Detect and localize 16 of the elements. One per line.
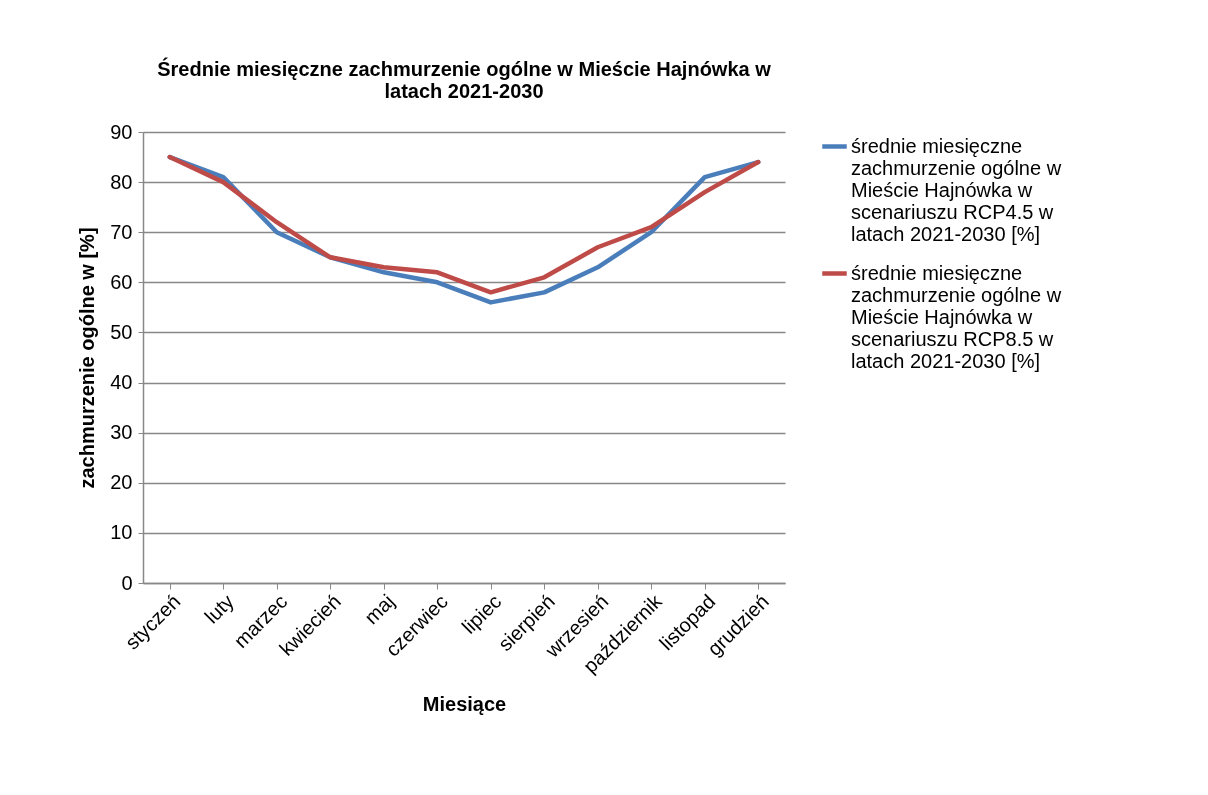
legend-label: średnie miesięczne zachmurzenie ogólne w Mieście Hajnówka w scenariuszu RCP4.5 w latach 2021-2030 [%] bbox=[851, 134, 1062, 245]
legend-label: średnie miesięczne zachmurzenie ogólne w Mieście Hajnówka w scenariuszu RCP8.5 w latach 2021-2030 [%] bbox=[851, 261, 1062, 372]
y-tick-label: 60 bbox=[110, 270, 133, 293]
x-tick-label: luty bbox=[200, 590, 238, 628]
y-tick-label: 40 bbox=[110, 371, 133, 394]
y-axis-title: zachmurzenie ogólne w [%] bbox=[76, 227, 99, 489]
y-tick-label: 90 bbox=[110, 120, 133, 143]
y-tick-label: 0 bbox=[121, 571, 133, 594]
y-tick-label: 80 bbox=[110, 170, 133, 193]
y-tick-label: 20 bbox=[110, 471, 133, 494]
chart-title: Średnie miesięczne zachmurzenie ogólne w Mieście Hajnówka w latach 2021-2030 bbox=[157, 57, 772, 102]
y-tick-label: 30 bbox=[110, 421, 133, 444]
y-tick-label: 10 bbox=[110, 521, 133, 544]
x-axis-title: Miesiące bbox=[422, 693, 507, 716]
y-tick-label: 70 bbox=[110, 220, 133, 243]
y-tick-label: 50 bbox=[110, 320, 133, 343]
